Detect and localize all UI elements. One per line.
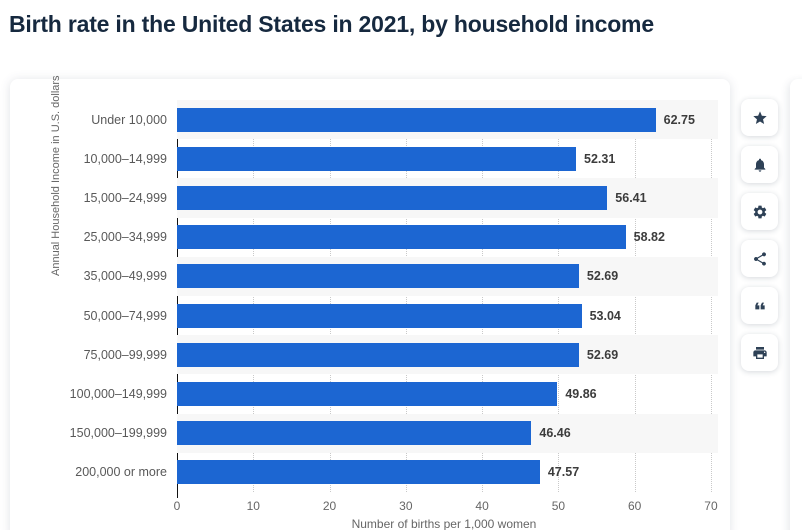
value-label: 47.57 bbox=[547, 465, 580, 480]
printer-icon bbox=[752, 345, 768, 361]
category-label: 50,000–74,999 bbox=[83, 308, 167, 323]
bar[interactable] bbox=[177, 225, 626, 250]
quote-icon bbox=[752, 298, 768, 314]
x-tick-label: 70 bbox=[704, 498, 718, 513]
value-label: 56.41 bbox=[615, 190, 647, 205]
row-plot-area: 46.46 bbox=[177, 413, 718, 453]
x-tick-label: 30 bbox=[399, 498, 413, 513]
x-tick-label: 10 bbox=[246, 498, 260, 513]
chart-row: 200,000 or more 47.57 bbox=[10, 453, 718, 492]
citation-button[interactable] bbox=[741, 287, 778, 324]
bar[interactable] bbox=[177, 107, 656, 132]
chart-row: 25,000–34,999 58.82 bbox=[10, 218, 718, 257]
adjacent-panel-edge bbox=[790, 79, 802, 530]
page-title: Birth rate in the United States in 2021,… bbox=[9, 11, 654, 37]
x-tick-label: 60 bbox=[627, 498, 642, 513]
row-plot-area: 52.69 bbox=[177, 335, 718, 375]
bar[interactable] bbox=[177, 381, 558, 406]
bar[interactable] bbox=[177, 421, 532, 446]
row-plot-area: 52.69 bbox=[177, 256, 718, 296]
value-label: 53.04 bbox=[589, 308, 621, 323]
x-tick-label: 20 bbox=[322, 498, 337, 513]
category-label: 15,000–24,999 bbox=[83, 190, 167, 205]
x-tick-label: 40 bbox=[475, 498, 489, 513]
row-plot-area: 58.82 bbox=[177, 218, 718, 257]
x-tick-label: 0 bbox=[173, 498, 181, 513]
category-label: 35,000–49,999 bbox=[83, 269, 167, 284]
row-plot-area: 52.31 bbox=[177, 139, 718, 178]
row-plot-area: 56.41 bbox=[177, 178, 718, 218]
category-label: 10,000–14,999 bbox=[83, 151, 167, 166]
bar[interactable] bbox=[177, 460, 540, 485]
row-plot-area: 47.57 bbox=[177, 453, 718, 492]
notification-button[interactable] bbox=[741, 146, 778, 183]
chart-row: 50,000–74,999 53.04 bbox=[10, 296, 718, 335]
x-axis: 0 10 20 30 40 50 60 70 bbox=[173, 492, 718, 514]
settings-button[interactable] bbox=[741, 193, 778, 230]
value-label: 52.69 bbox=[586, 269, 619, 284]
value-label: 49.86 bbox=[565, 386, 597, 401]
x-tick-label: 50 bbox=[551, 498, 566, 513]
value-label: 62.75 bbox=[663, 112, 695, 127]
chart-row: 10,000–14,999 52.31 bbox=[10, 139, 718, 178]
category-label: 25,000–34,999 bbox=[83, 230, 167, 245]
value-label: 52.69 bbox=[586, 347, 619, 362]
print-button[interactable] bbox=[741, 334, 778, 371]
share-icon bbox=[752, 251, 768, 267]
gear-icon bbox=[752, 204, 768, 220]
value-label: 58.82 bbox=[633, 230, 665, 245]
favorite-button[interactable] bbox=[741, 99, 778, 136]
bar-chart: Annual Household Income in U.S. dollars … bbox=[10, 75, 730, 530]
category-label: 150,000–199,999 bbox=[69, 426, 167, 441]
star-icon bbox=[752, 110, 768, 126]
chart-row: 100,000–149,999 49.86 bbox=[10, 374, 718, 413]
x-axis-label: Number of births per 1,000 women bbox=[351, 516, 537, 530]
category-label: 100,000–149,999 bbox=[69, 386, 167, 401]
bar[interactable] bbox=[177, 303, 582, 328]
bar[interactable] bbox=[177, 185, 608, 210]
chart-card: Annual Household Income in U.S. dollars … bbox=[10, 75, 730, 530]
category-label: 75,000–99,999 bbox=[83, 347, 167, 362]
bell-icon bbox=[752, 157, 768, 173]
chart-row: 150,000–199,999 46.46 bbox=[10, 413, 718, 453]
value-label: 46.46 bbox=[539, 426, 571, 441]
chart-row: 35,000–49,999 52.69 bbox=[10, 256, 718, 296]
chart-row: 15,000–24,999 56.41 bbox=[10, 178, 718, 218]
category-label: Under 10,000 bbox=[91, 112, 167, 127]
value-label: 52.31 bbox=[584, 151, 616, 166]
action-toolbar bbox=[741, 99, 778, 371]
bar[interactable] bbox=[177, 342, 579, 367]
share-button[interactable] bbox=[741, 240, 778, 277]
bar[interactable] bbox=[177, 264, 579, 289]
chart-rows: Under 10,000 62.75 10,000–14,999 52.31 15,00… bbox=[10, 100, 718, 498]
row-plot-area: 49.86 bbox=[177, 374, 718, 413]
bar[interactable] bbox=[177, 146, 577, 171]
row-plot-area: 62.75 bbox=[177, 100, 718, 140]
row-plot-area: 53.04 bbox=[177, 296, 718, 335]
chart-row: 75,000–99,999 52.69 bbox=[10, 335, 718, 375]
category-label: 200,000 or more bbox=[75, 465, 167, 480]
x-label-row: Number of births per 1,000 women bbox=[177, 514, 718, 530]
chart-row: Under 10,000 62.75 bbox=[10, 100, 718, 140]
